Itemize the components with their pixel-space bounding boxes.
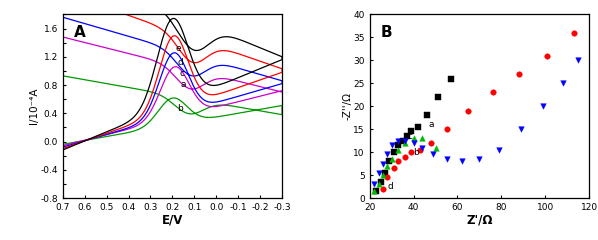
Point	[400, 155, 410, 159]
Text: a: a	[180, 80, 185, 89]
Point	[573, 58, 583, 62]
Text: a: a	[429, 120, 435, 129]
Point	[463, 109, 473, 113]
Text: c: c	[179, 69, 184, 78]
Text: A: A	[74, 25, 86, 40]
Point	[393, 143, 403, 147]
Point	[516, 127, 526, 131]
Point	[475, 157, 484, 161]
Point	[542, 54, 552, 58]
Point	[374, 171, 383, 175]
Point	[514, 72, 524, 76]
Point	[442, 127, 451, 131]
Point	[433, 95, 443, 99]
Text: b: b	[177, 103, 182, 113]
Point	[374, 182, 383, 186]
Text: d: d	[388, 182, 393, 191]
Point	[383, 175, 392, 179]
Text: b: b	[414, 148, 419, 157]
Point	[407, 150, 416, 154]
Y-axis label: -Z''/Ω: -Z''/Ω	[342, 92, 352, 120]
Point	[400, 139, 410, 143]
Point	[495, 148, 504, 152]
Text: d: d	[178, 58, 184, 67]
Point	[398, 139, 407, 143]
Text: B: B	[381, 25, 392, 40]
Point	[393, 159, 403, 163]
Point	[376, 180, 386, 184]
Point	[417, 136, 427, 140]
Point	[407, 130, 416, 133]
Point	[387, 157, 396, 161]
Point	[488, 90, 498, 94]
Point	[402, 134, 412, 138]
Point	[378, 187, 388, 191]
Point	[385, 159, 394, 163]
Point	[387, 143, 396, 147]
Point	[393, 148, 403, 152]
Point	[371, 189, 381, 193]
Point	[378, 173, 388, 177]
Point	[389, 166, 399, 170]
Point	[569, 31, 578, 35]
Point	[422, 114, 432, 117]
Point	[393, 139, 403, 143]
Point	[383, 152, 392, 156]
Point	[429, 152, 438, 156]
Point	[389, 150, 399, 154]
Point	[413, 125, 423, 129]
Point	[558, 81, 568, 85]
Point	[416, 148, 425, 152]
Text: e: e	[176, 43, 181, 53]
Point	[457, 159, 466, 163]
Point	[431, 146, 440, 150]
Point	[538, 104, 548, 108]
Point	[426, 141, 436, 145]
Point	[442, 157, 451, 161]
Point	[370, 182, 379, 186]
Point	[446, 77, 456, 81]
Point	[378, 162, 388, 166]
Point	[370, 189, 379, 193]
Point	[383, 164, 392, 168]
Text: c: c	[407, 132, 412, 141]
Point	[409, 136, 419, 140]
Point	[400, 141, 410, 145]
X-axis label: E/V: E/V	[161, 213, 183, 226]
Point	[380, 171, 390, 175]
Point	[417, 146, 427, 150]
Point	[409, 141, 419, 145]
Y-axis label: I/10⁻⁴A: I/10⁻⁴A	[29, 88, 39, 125]
X-axis label: Z'/Ω: Z'/Ω	[466, 213, 493, 226]
